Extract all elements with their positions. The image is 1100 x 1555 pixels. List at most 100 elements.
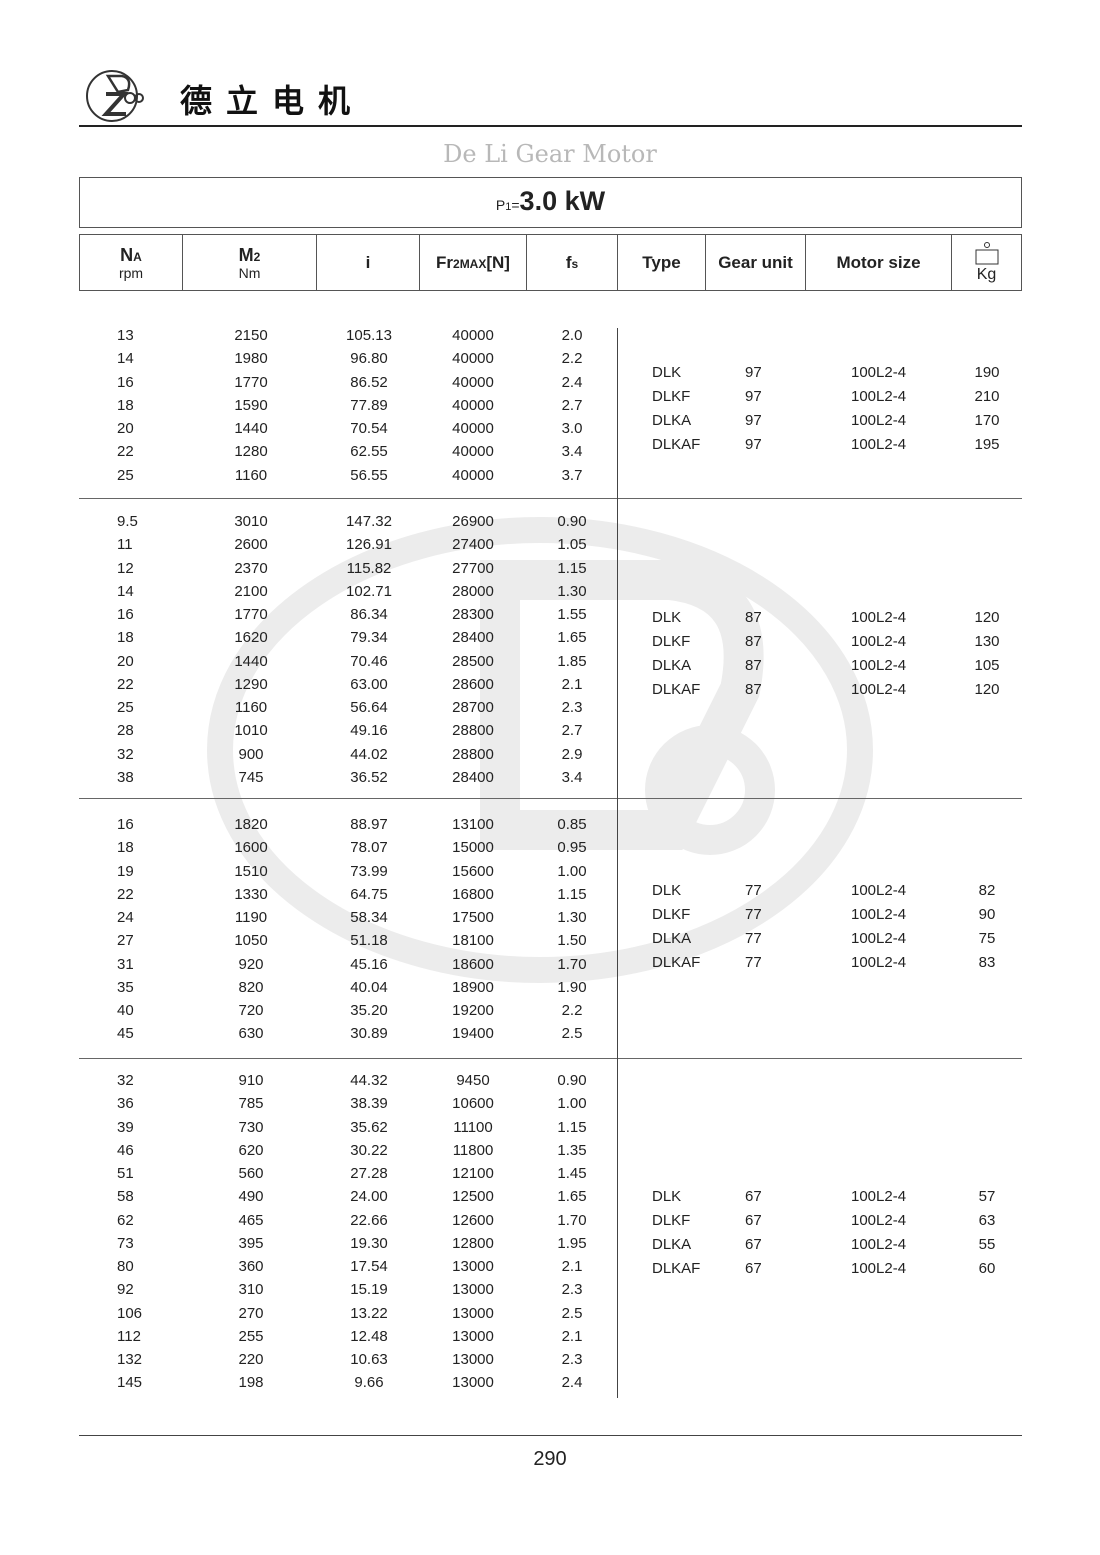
ratio-cell: 27.28 xyxy=(350,1165,388,1182)
service-factor-cell: 2.3 xyxy=(561,699,583,716)
radial-load-cell: 15600 xyxy=(452,862,494,880)
col-kg: Kg xyxy=(952,235,1021,290)
service-factor-cell: 2.2 xyxy=(561,1002,583,1019)
service-factor-cell: 3.7 xyxy=(561,466,583,484)
radial-load-cell: 12100 xyxy=(452,1165,494,1182)
weight-cell: 55 xyxy=(978,1236,996,1253)
service-factor-cell: 1.35 xyxy=(557,1141,587,1159)
torque-cell: 1330 xyxy=(234,885,268,903)
header-divider xyxy=(79,125,1022,127)
type-label: Type xyxy=(642,252,681,272)
service-factor-cell: 2.2 xyxy=(561,350,583,368)
radial-load-cell: 40000 xyxy=(452,327,494,344)
torque-cell: 1050 xyxy=(234,932,268,950)
ratio-cell: 77.89 xyxy=(350,396,388,414)
footer-divider xyxy=(79,1435,1022,1436)
service-factor-cell: 1.65 xyxy=(557,629,587,647)
radial-load-cell: 28800 xyxy=(452,722,494,740)
ratio-cell: 45.16 xyxy=(350,955,388,973)
torque-cell: 270 xyxy=(238,1304,264,1322)
radial-load-cell: 40000 xyxy=(452,443,494,461)
weight-cell: 170 xyxy=(974,412,1000,429)
service-factor-cell: 1.95 xyxy=(557,1234,587,1252)
weight-cell: 60 xyxy=(978,1260,996,1277)
title-prefix-sub: 1 xyxy=(505,201,512,213)
speed-cell: 145 xyxy=(117,1374,143,1392)
page-number: 290 xyxy=(533,1448,567,1470)
service-factor-cell: 2.1 xyxy=(561,1258,583,1275)
service-factor-cell: 2.0 xyxy=(561,327,583,344)
gear-unit-cell: 77 xyxy=(745,954,762,971)
gear-unit-cell: 97 xyxy=(745,388,762,405)
gear-unit-cell: 67 xyxy=(745,1188,762,1205)
radial-load-cell: 16800 xyxy=(452,885,494,903)
service-factor-cell: 1.15 xyxy=(557,885,587,903)
m2-unit: Nm xyxy=(238,264,261,281)
torque-cell: 3010 xyxy=(234,513,268,530)
speed-cell: 22 xyxy=(117,443,134,461)
service-factor-cell: 1.70 xyxy=(557,955,587,973)
radial-load-cell: 13000 xyxy=(452,1351,494,1368)
col-motor-size: Motor size xyxy=(806,235,952,290)
ratio-cell: 24.00 xyxy=(350,1188,388,1206)
gear-unit-cell: 97 xyxy=(745,364,762,381)
torque-cell: 720 xyxy=(238,1002,264,1019)
service-factor-cell: 1.15 xyxy=(557,559,587,577)
radial-load-cell: 19400 xyxy=(452,1025,494,1043)
m2-sub: 2 xyxy=(253,249,261,264)
speed-cell: 18 xyxy=(117,839,134,857)
group-divider xyxy=(79,798,1022,799)
speed-cell: 20 xyxy=(117,652,134,670)
speed-cell: 22 xyxy=(117,885,134,903)
weight-cell: 210 xyxy=(974,388,1000,405)
torque-cell: 1980 xyxy=(234,350,268,368)
speed-cell: 46 xyxy=(117,1141,134,1159)
torque-cell: 1440 xyxy=(234,652,268,670)
service-factor-cell: 0.85 xyxy=(557,816,587,833)
ratio-cell: 44.02 xyxy=(350,745,388,763)
motor-size-cell: 100L2-4 xyxy=(851,930,907,947)
speed-cell: 28 xyxy=(117,722,134,740)
type-cell: DLKA xyxy=(652,657,692,674)
torque-cell: 1190 xyxy=(234,909,268,926)
torque-cell: 1510 xyxy=(234,862,268,880)
ratio-cell: 70.54 xyxy=(350,420,388,437)
radial-load-cell: 13000 xyxy=(452,1258,494,1275)
fs-label: f xyxy=(565,252,572,272)
radial-load-cell: 13100 xyxy=(452,816,494,833)
ratio-cell: 22.66 xyxy=(350,1211,388,1229)
radial-load-cell: 13000 xyxy=(452,1304,494,1322)
radial-load-cell: 13000 xyxy=(452,1281,494,1299)
gear-unit-cell: 97 xyxy=(745,412,762,429)
ratio-cell: 73.99 xyxy=(350,862,388,880)
speed-cell: 9.5 xyxy=(117,513,138,530)
service-factor-cell: 1.50 xyxy=(557,932,587,950)
motor-size-cell: 100L2-4 xyxy=(851,609,907,626)
service-factor-cell: 0.90 xyxy=(557,1072,587,1089)
gear-unit-cell: 77 xyxy=(745,882,762,899)
service-factor-cell: 0.90 xyxy=(557,513,587,530)
ratio-cell: 88.97 xyxy=(350,816,388,833)
type-cell: DLKAF xyxy=(652,954,701,971)
service-factor-cell: 3.4 xyxy=(561,443,583,461)
radial-load-cell: 13000 xyxy=(452,1374,494,1392)
service-factor-cell: 1.65 xyxy=(557,1188,587,1206)
radial-load-cell: 17500 xyxy=(452,909,494,926)
radial-load-cell: 28300 xyxy=(452,606,494,623)
fr-sub: 2MAX xyxy=(453,256,487,271)
speed-cell: 31 xyxy=(117,955,134,973)
speed-cell: 62 xyxy=(117,1211,134,1229)
type-cell: DLKF xyxy=(652,633,691,650)
gear-unit-cell: 97 xyxy=(745,436,762,453)
ratio-cell: 96.80 xyxy=(350,350,388,368)
radial-load-cell: 27400 xyxy=(452,536,494,554)
gear-unit-cell: 77 xyxy=(745,906,762,923)
motor-size-cell: 100L2-4 xyxy=(851,1188,907,1205)
ratio-cell: 147.32 xyxy=(346,513,392,530)
radial-load-cell: 40000 xyxy=(452,466,494,484)
title-value: 3.0 kW xyxy=(519,186,606,216)
speed-cell: 25 xyxy=(117,699,134,716)
service-factor-cell: 1.90 xyxy=(557,978,587,996)
speed-cell: 132 xyxy=(117,1351,143,1368)
service-factor-cell: 2.1 xyxy=(561,1327,583,1345)
